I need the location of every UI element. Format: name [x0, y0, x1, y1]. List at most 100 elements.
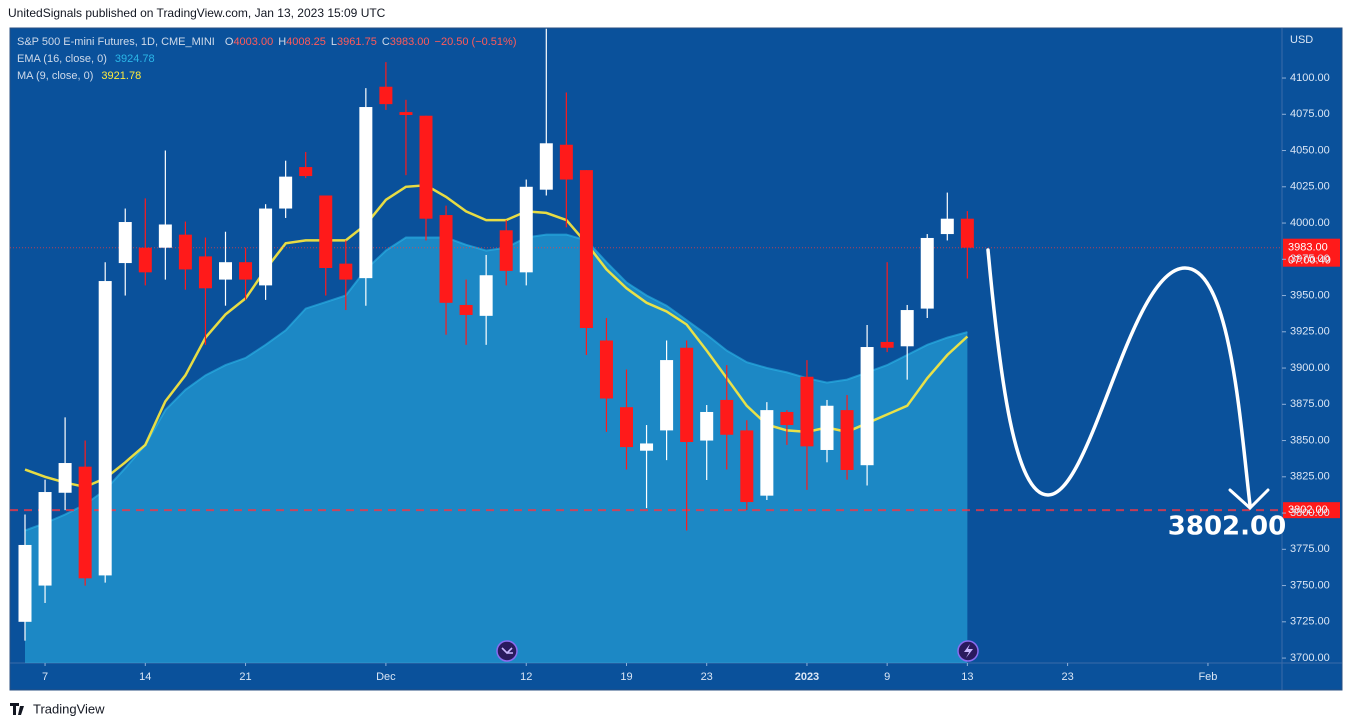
- currency-label: USD: [1290, 34, 1313, 46]
- legend-header: S&P 500 E-mini Futures, 1D, CME_MINI O 400…: [17, 36, 516, 48]
- candle-body: [158, 224, 172, 248]
- candle-body: [539, 143, 553, 190]
- candle-body: [359, 107, 373, 279]
- y-tick-label: 4075.00: [1290, 108, 1330, 120]
- ohlc-value: 3961.75: [337, 36, 377, 48]
- y-tick-label: 3975.00: [1290, 253, 1330, 265]
- tradingview-logo: [10, 703, 24, 715]
- candle-body: [760, 410, 774, 496]
- x-tick-label: 23: [701, 671, 713, 683]
- candle-body: [559, 144, 573, 180]
- published-line: UnitedSignals published on TradingView.c…: [8, 6, 386, 20]
- ohlc-value: 4008.25: [286, 36, 326, 48]
- candle-body: [138, 247, 152, 273]
- ohlc-key: L: [331, 36, 337, 48]
- candle-body: [900, 310, 914, 347]
- y-tick-label: 3750.00: [1290, 579, 1330, 591]
- annotation-text: 3802.00: [1168, 512, 1286, 542]
- candle-body: [940, 218, 954, 235]
- ohlc-key: C: [382, 36, 390, 48]
- candle-body: [700, 411, 714, 441]
- ohlc-key: H: [278, 36, 286, 48]
- candle-body: [499, 230, 513, 271]
- candle-body: [58, 463, 72, 493]
- y-tick-label: 3775.00: [1290, 543, 1330, 555]
- event-icon[interactable]: [496, 640, 518, 662]
- event-icon-glyph: [964, 644, 973, 658]
- y-tick-label: 3800.00: [1290, 507, 1330, 519]
- candle-body: [259, 208, 273, 286]
- y-tick-label: 3900.00: [1290, 362, 1330, 374]
- candle-body: [239, 262, 253, 280]
- candle-body: [198, 256, 212, 289]
- candle-body: [519, 186, 533, 273]
- legend-row: EMA (16, close, 0) 3924.78: [17, 53, 155, 65]
- candle-body: [279, 176, 293, 209]
- candle-body: [780, 411, 794, 426]
- level-price-box: [1283, 502, 1340, 519]
- forecast-arrowhead: [1228, 488, 1270, 511]
- candle-body: [880, 341, 894, 348]
- ohlc-value: 3983.00: [390, 36, 430, 48]
- candle-body: [98, 281, 112, 576]
- x-tick-label: 2023: [795, 671, 819, 683]
- last-price-box: [1283, 238, 1340, 267]
- ema-area: [25, 234, 968, 663]
- level-price-label: 3802.00: [1288, 504, 1328, 516]
- x-tick-label: 14: [139, 671, 151, 683]
- x-tick-label: Feb: [1198, 671, 1217, 683]
- candle-body: [459, 304, 473, 315]
- candle-body: [399, 112, 413, 116]
- candle-body: [379, 86, 393, 105]
- y-tick-label: 3825.00: [1290, 471, 1330, 483]
- legend-value: 3921.78: [101, 70, 141, 82]
- candle-body: [299, 167, 313, 177]
- candle-body: [319, 195, 333, 268]
- candle-body: [599, 340, 613, 399]
- candle-body: [800, 376, 814, 447]
- countdown-label: 07:00:49: [1288, 255, 1331, 267]
- plot-area: [10, 28, 1282, 663]
- x-tick-label: 23: [1061, 671, 1073, 683]
- x-tick-label: 13: [961, 671, 973, 683]
- candle-body: [118, 222, 132, 264]
- symbol-title: S&P 500 E-mini Futures, 1D, CME_MINI: [17, 36, 215, 48]
- footer-brand: TradingView: [33, 701, 105, 716]
- ohlc-key: O: [225, 36, 234, 48]
- candle-body: [820, 405, 834, 450]
- candle-body: [339, 263, 353, 280]
- y-tick-label: 4025.00: [1290, 181, 1330, 193]
- x-tick-label: 12: [520, 671, 532, 683]
- candle-body: [479, 275, 493, 316]
- y-tick-label: 4050.00: [1290, 144, 1330, 156]
- candle-body: [860, 347, 874, 466]
- y-tick-label: 3850.00: [1290, 434, 1330, 446]
- y-tick-label: 3950.00: [1290, 289, 1330, 301]
- x-tick-label: 9: [884, 671, 890, 683]
- candle-body: [660, 360, 674, 431]
- candle-body: [78, 466, 92, 579]
- candle-body: [840, 410, 854, 470]
- candle-body: [439, 215, 453, 303]
- y-tick-label: 3700.00: [1290, 652, 1330, 664]
- x-tick-label: 7: [42, 671, 48, 683]
- legend-value: 3924.78: [115, 53, 155, 65]
- y-tick-label: 4100.00: [1290, 72, 1330, 84]
- candle-body: [579, 170, 593, 329]
- legend-name: MA (9, close, 0): [17, 70, 93, 82]
- candle-body: [178, 234, 192, 270]
- x-tick-label: 19: [620, 671, 632, 683]
- x-tick-label: 21: [239, 671, 251, 683]
- x-tick-label: Dec: [376, 671, 396, 683]
- candle-body: [219, 262, 232, 280]
- candle-body: [740, 430, 754, 503]
- candle-body: [680, 347, 694, 443]
- y-tick-label: 4000.00: [1290, 217, 1330, 229]
- change-value: −20.50 (−0.51%): [435, 36, 517, 48]
- y-tick-label: 3875.00: [1290, 398, 1330, 410]
- candle-body: [18, 544, 32, 622]
- candle-body: [419, 115, 433, 219]
- y-tick-label: 3925.00: [1290, 326, 1330, 338]
